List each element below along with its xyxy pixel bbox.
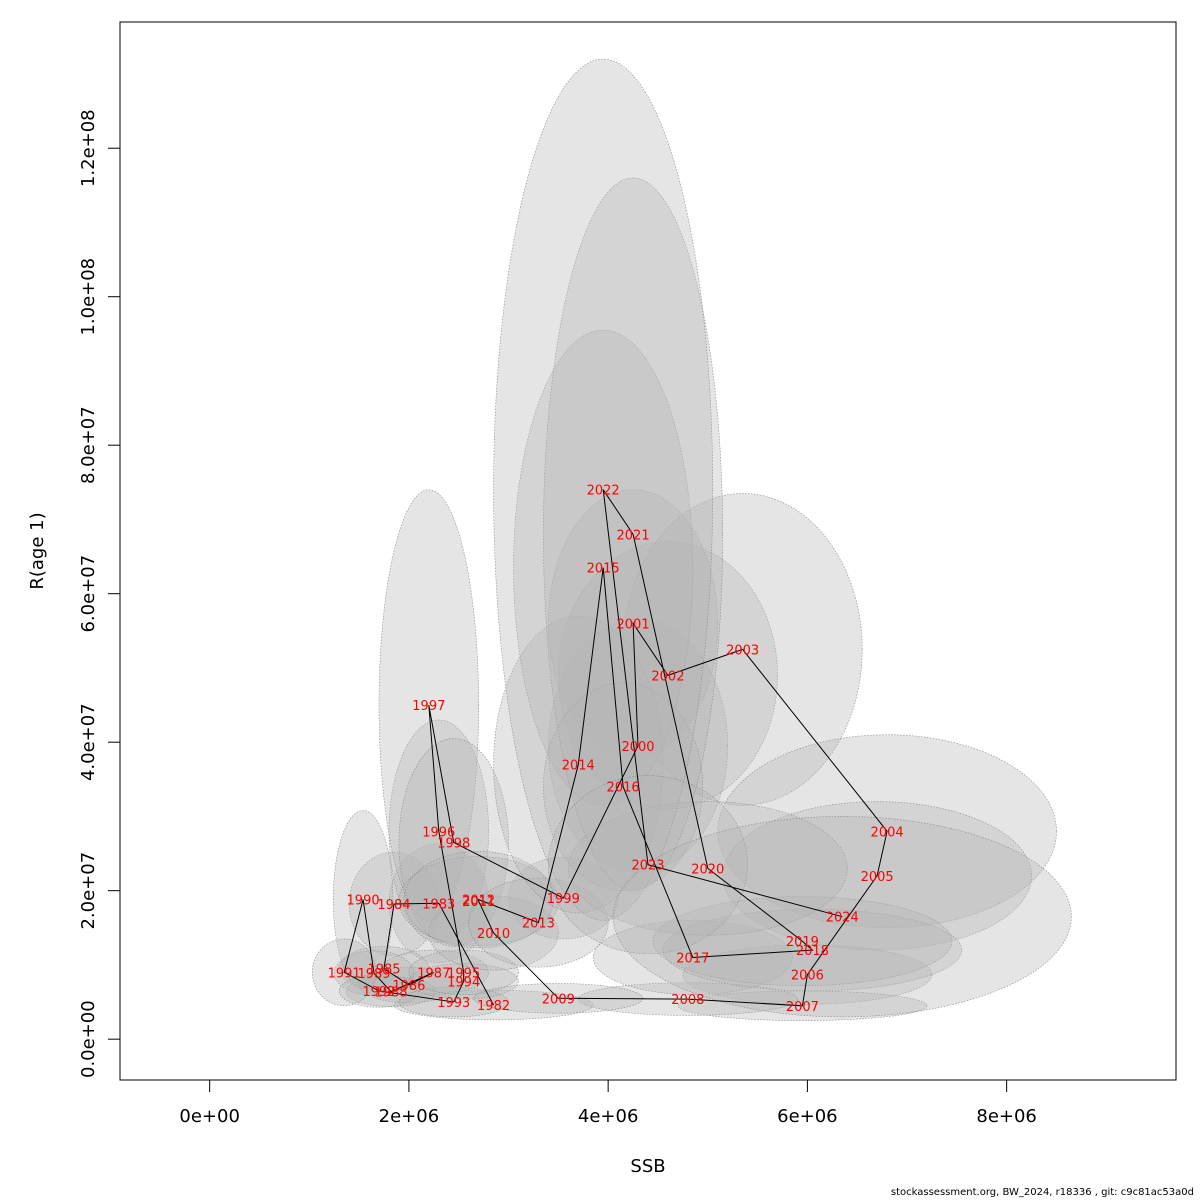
- year-label-2016: 2016: [607, 781, 640, 796]
- y-tick-label: 8.0e+07: [78, 406, 99, 484]
- year-label-1996: 1996: [422, 825, 455, 840]
- confidence-ellipse-1997: [378, 489, 479, 921]
- year-label-2004: 2004: [871, 825, 904, 840]
- year-label-2003: 2003: [726, 643, 759, 658]
- y-axis: 0.0e+00 2.0e+07 4.0e+07 6.0e+07 8.0e+07 1.0e+…: [78, 109, 121, 1078]
- x-tick-label: 4e+06: [578, 1106, 639, 1127]
- x-axis: 0e+00 2e+06 4e+06 6e+06 8e+06: [179, 1079, 1037, 1127]
- footer-note: stockassessment.org, BW_2024, r18336 , g…: [890, 1187, 1194, 1198]
- year-label-2015: 2015: [587, 562, 620, 577]
- year-label-2014: 2014: [562, 758, 595, 773]
- year-label-1986: 1986: [392, 979, 425, 994]
- trajectory-line: [343, 489, 888, 1007]
- year-label-1992: 1992: [362, 985, 395, 1000]
- year-label-1998: 1998: [437, 836, 470, 851]
- year-label-2000: 2000: [621, 740, 654, 755]
- year-label-2007: 2007: [786, 1000, 819, 1015]
- x-axis-label: SSB: [630, 1156, 665, 1177]
- year-label-1990: 1990: [347, 894, 380, 909]
- y-tick-label: 1.0e+08: [78, 258, 99, 336]
- year-label-1987: 1987: [417, 966, 450, 981]
- x-tick-label: 6e+06: [777, 1106, 838, 1127]
- y-axis-label: R(age 1): [27, 512, 48, 589]
- year-label-1985: 1985: [367, 963, 400, 978]
- y-tick-label: 2.0e+07: [78, 852, 99, 930]
- year-label-2005: 2005: [861, 870, 894, 885]
- y-tick-label: 4.0e+07: [78, 703, 99, 781]
- year-label-2013: 2013: [522, 917, 555, 932]
- year-label-2018: 2018: [796, 944, 829, 959]
- year-label-2022: 2022: [587, 484, 620, 499]
- trajectory-layer: [343, 489, 888, 1007]
- year-label-2012: 2012: [462, 894, 495, 909]
- year-label-2020: 2020: [691, 862, 724, 877]
- year-label-2017: 2017: [676, 951, 709, 966]
- year-label-2008: 2008: [671, 993, 704, 1008]
- year-label-1991: 1991: [328, 966, 361, 981]
- year-label-1988: 1988: [374, 986, 407, 1001]
- confidence-ellipse-1982: [393, 989, 594, 1021]
- y-tick-label: 0.0e+00: [78, 1000, 99, 1078]
- year-label-2019: 2019: [786, 935, 819, 950]
- year-label-2006: 2006: [791, 969, 824, 984]
- year-label-2011: 2011: [462, 895, 495, 910]
- year-label-1982: 1982: [477, 999, 510, 1014]
- year-label-1983: 1983: [422, 897, 455, 912]
- year-label-1995: 1995: [447, 966, 480, 981]
- year-label-1989: 1989: [357, 967, 390, 982]
- year-label-1999: 1999: [547, 892, 580, 907]
- year-label-2021: 2021: [617, 528, 650, 543]
- y-tick-label: 1.2e+08: [78, 109, 99, 187]
- y-tick-label: 6.0e+07: [78, 555, 99, 633]
- year-label-2010: 2010: [477, 927, 510, 942]
- x-tick-label: 0e+00: [179, 1106, 240, 1127]
- year-label-2002: 2002: [651, 669, 684, 684]
- year-label-1997: 1997: [412, 699, 445, 714]
- year-label-1993: 1993: [437, 996, 470, 1011]
- year-label-2009: 2009: [542, 992, 575, 1007]
- year-label-1994: 1994: [447, 975, 480, 990]
- x-tick-label: 2e+06: [379, 1106, 440, 1127]
- year-label-2024: 2024: [826, 911, 859, 926]
- year-label-1984: 1984: [377, 898, 410, 913]
- year-label-2023: 2023: [631, 859, 664, 874]
- year-label-2001: 2001: [617, 617, 650, 632]
- x-tick-label: 8e+06: [976, 1106, 1037, 1127]
